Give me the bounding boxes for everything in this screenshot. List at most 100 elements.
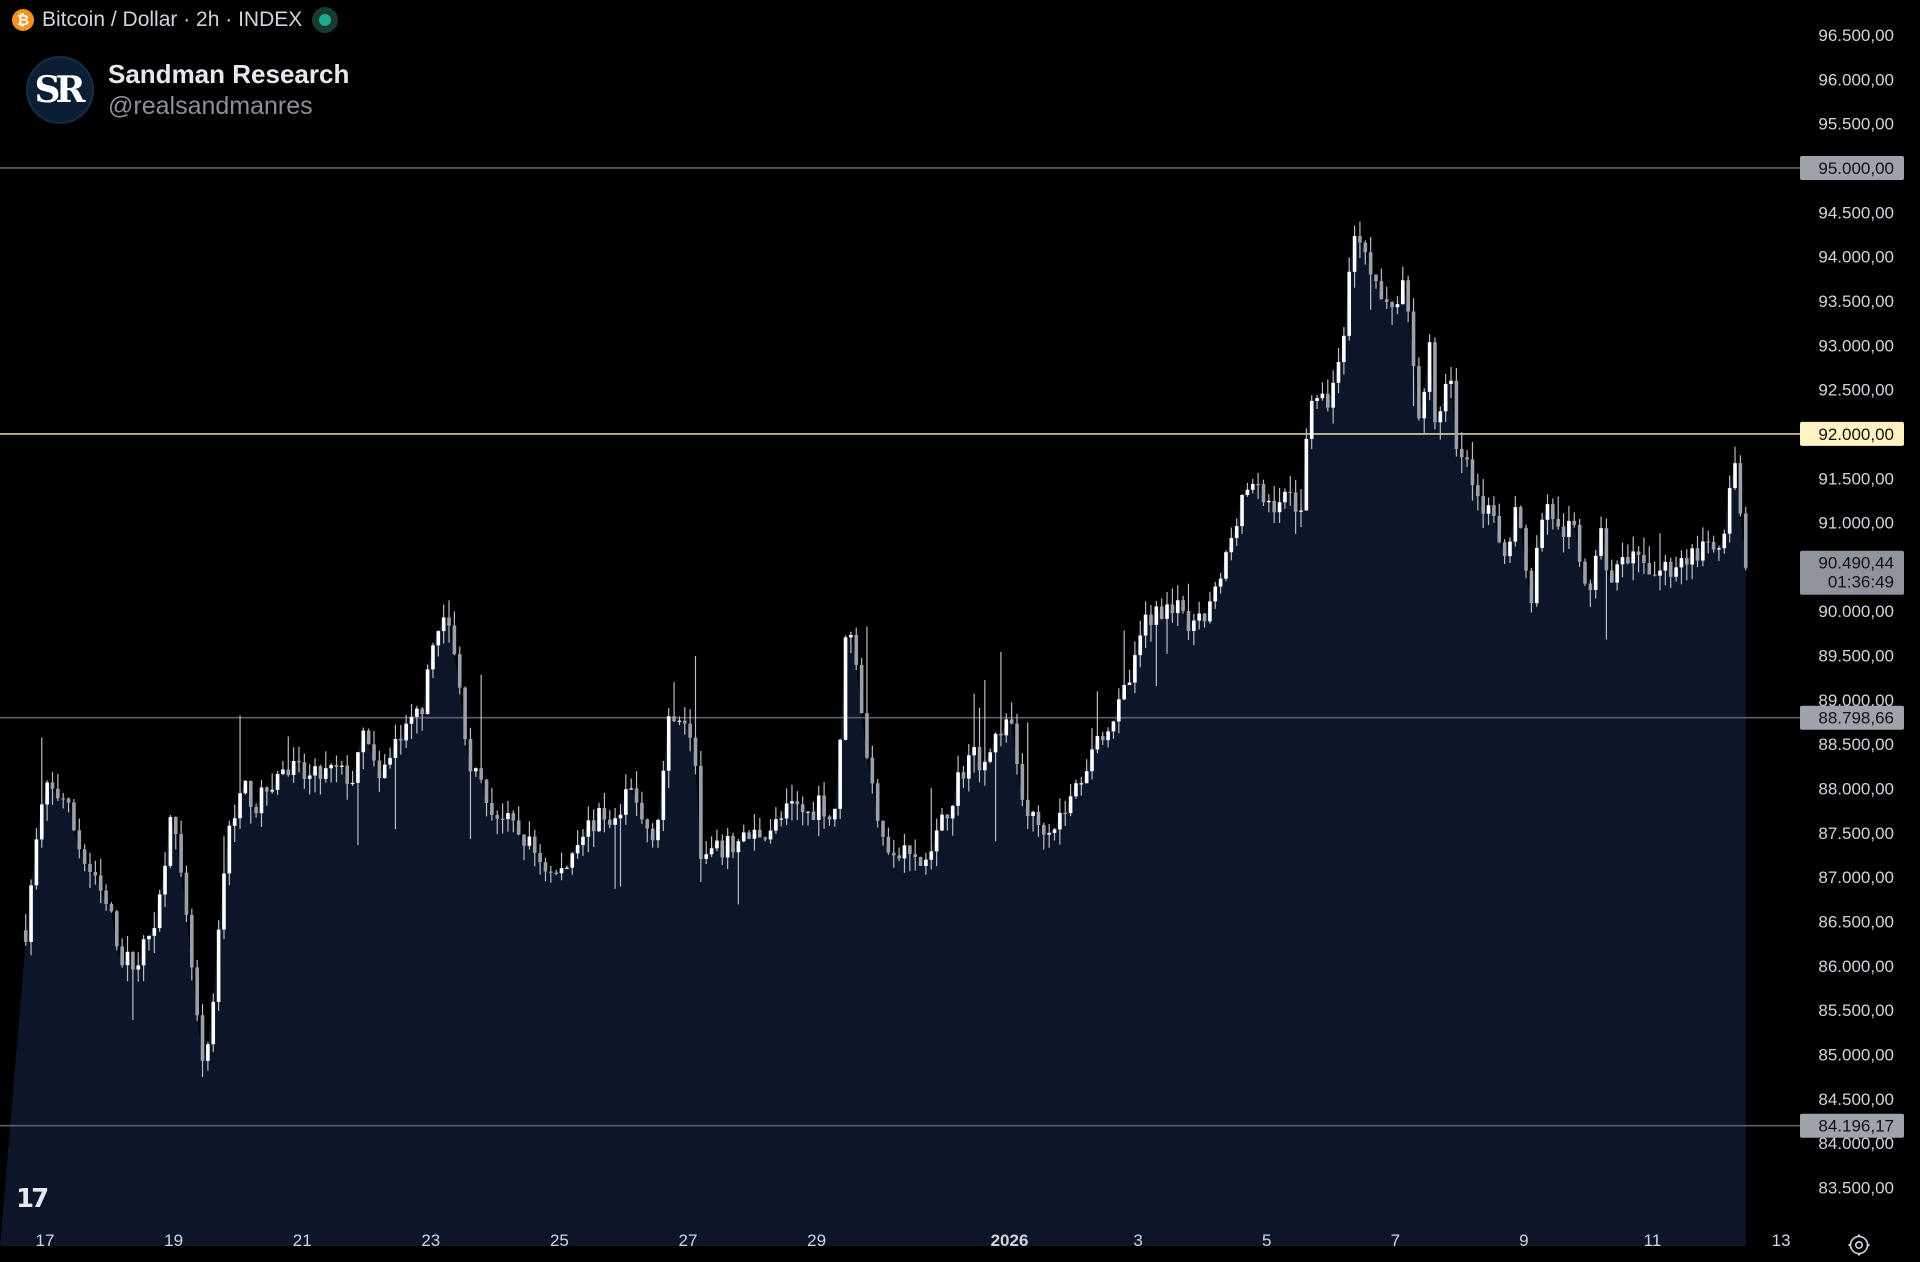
- candle-body: [597, 808, 601, 832]
- candle-body: [1084, 771, 1089, 784]
- candle-body: [1031, 811, 1035, 817]
- candle-body: [1272, 500, 1277, 513]
- candle-body: [286, 769, 291, 776]
- candle-body: [1567, 520, 1571, 537]
- candle-body: [1604, 528, 1609, 571]
- candle-body: [1384, 299, 1389, 303]
- candle-body: [645, 819, 650, 829]
- symbol-header[interactable]: ₿ Bitcoin / Dollar · 2h · INDEX: [12, 7, 339, 33]
- candle-body: [1502, 542, 1507, 557]
- candle-body: [666, 716, 671, 771]
- candle-body: [570, 853, 575, 868]
- candles-group: [23, 221, 1748, 1078]
- candle-body: [1250, 483, 1255, 490]
- candle-body: [1309, 400, 1314, 439]
- candle-body: [227, 825, 232, 874]
- candle-body: [1513, 507, 1518, 542]
- candle-body: [366, 730, 371, 745]
- candle-body: [1636, 551, 1641, 556]
- candle-body: [1593, 555, 1598, 591]
- candle-body: [1492, 505, 1496, 517]
- candle-body: [484, 779, 489, 803]
- candle-body: [1229, 538, 1234, 553]
- candle-body: [1368, 252, 1373, 275]
- candle-body: [77, 830, 82, 850]
- candle-body: [1213, 586, 1218, 602]
- candle-body: [902, 845, 907, 859]
- y-axis-tick-label: 89.500,00: [1818, 647, 1894, 666]
- candle-body: [1342, 335, 1346, 363]
- candle-body: [966, 755, 971, 779]
- candle-body: [752, 829, 757, 839]
- candle-body: [1186, 610, 1191, 631]
- candle-body: [634, 788, 639, 803]
- candle-body: [1127, 682, 1132, 685]
- candle-body: [1556, 518, 1560, 527]
- candle-body: [425, 669, 430, 715]
- candle-body: [152, 928, 157, 936]
- candle-body: [88, 863, 92, 873]
- candle-body: [1047, 832, 1051, 835]
- candle-body: [511, 813, 516, 821]
- candle-body: [720, 840, 725, 858]
- candle-body: [677, 720, 682, 722]
- candle-body: [693, 737, 698, 766]
- candle-body: [999, 733, 1003, 736]
- candle-body: [1690, 548, 1694, 565]
- candle-body: [1320, 393, 1325, 399]
- candle-body: [1347, 271, 1352, 336]
- candle-body: [1674, 567, 1678, 577]
- candle-body: [431, 645, 435, 670]
- candle-body: [650, 828, 655, 841]
- candle-body: [141, 939, 146, 966]
- candle-body: [1422, 391, 1427, 419]
- candle-body: [688, 723, 692, 738]
- candle-body: [816, 795, 821, 820]
- candle-body: [1240, 495, 1244, 527]
- candle-body: [420, 708, 425, 715]
- candle-body: [1165, 604, 1169, 619]
- candle-body: [1095, 736, 1100, 750]
- candle-body: [1529, 570, 1534, 604]
- candle-body: [1304, 438, 1309, 511]
- candle-body: [1722, 533, 1727, 549]
- candle-body: [945, 814, 950, 819]
- candle-body: [136, 965, 141, 970]
- y-axis-tick-label: 84.000,00: [1818, 1134, 1894, 1153]
- candle-body: [527, 836, 532, 846]
- candle-body: [248, 780, 253, 807]
- settings-gear-icon[interactable]: [1848, 1234, 1870, 1256]
- y-axis-tick-label: 87.000,00: [1818, 868, 1894, 887]
- candle-body: [699, 765, 703, 859]
- candle-body: [1004, 719, 1009, 736]
- candle-body: [661, 770, 666, 820]
- candle-body: [506, 813, 510, 820]
- candle-body: [607, 819, 612, 825]
- candle-body: [452, 625, 457, 655]
- candle-body: [715, 840, 719, 849]
- candle-body: [125, 951, 130, 966]
- x-axis-tick-label: 7: [1391, 1231, 1400, 1250]
- candle-body: [918, 856, 923, 866]
- candle-body: [865, 713, 869, 758]
- candle-body: [988, 752, 993, 762]
- candle-body: [758, 829, 762, 838]
- candle-body: [1283, 491, 1287, 503]
- candle-body: [173, 817, 178, 835]
- candle-body: [190, 914, 194, 968]
- candle-body: [784, 803, 789, 819]
- candle-body: [1293, 492, 1298, 512]
- candle-body: [586, 820, 591, 837]
- candle-body: [1020, 764, 1025, 800]
- candle-body: [1717, 548, 1721, 550]
- candle-body: [1122, 684, 1126, 700]
- candle-body: [983, 761, 987, 771]
- candle-body: [1518, 507, 1523, 528]
- candle-body: [93, 872, 98, 876]
- candle-body: [1620, 556, 1625, 565]
- candle-body: [1583, 561, 1587, 584]
- y-axis-tick-label: 88.500,00: [1818, 735, 1894, 754]
- candle-body: [1524, 527, 1528, 571]
- candle-body: [388, 757, 392, 765]
